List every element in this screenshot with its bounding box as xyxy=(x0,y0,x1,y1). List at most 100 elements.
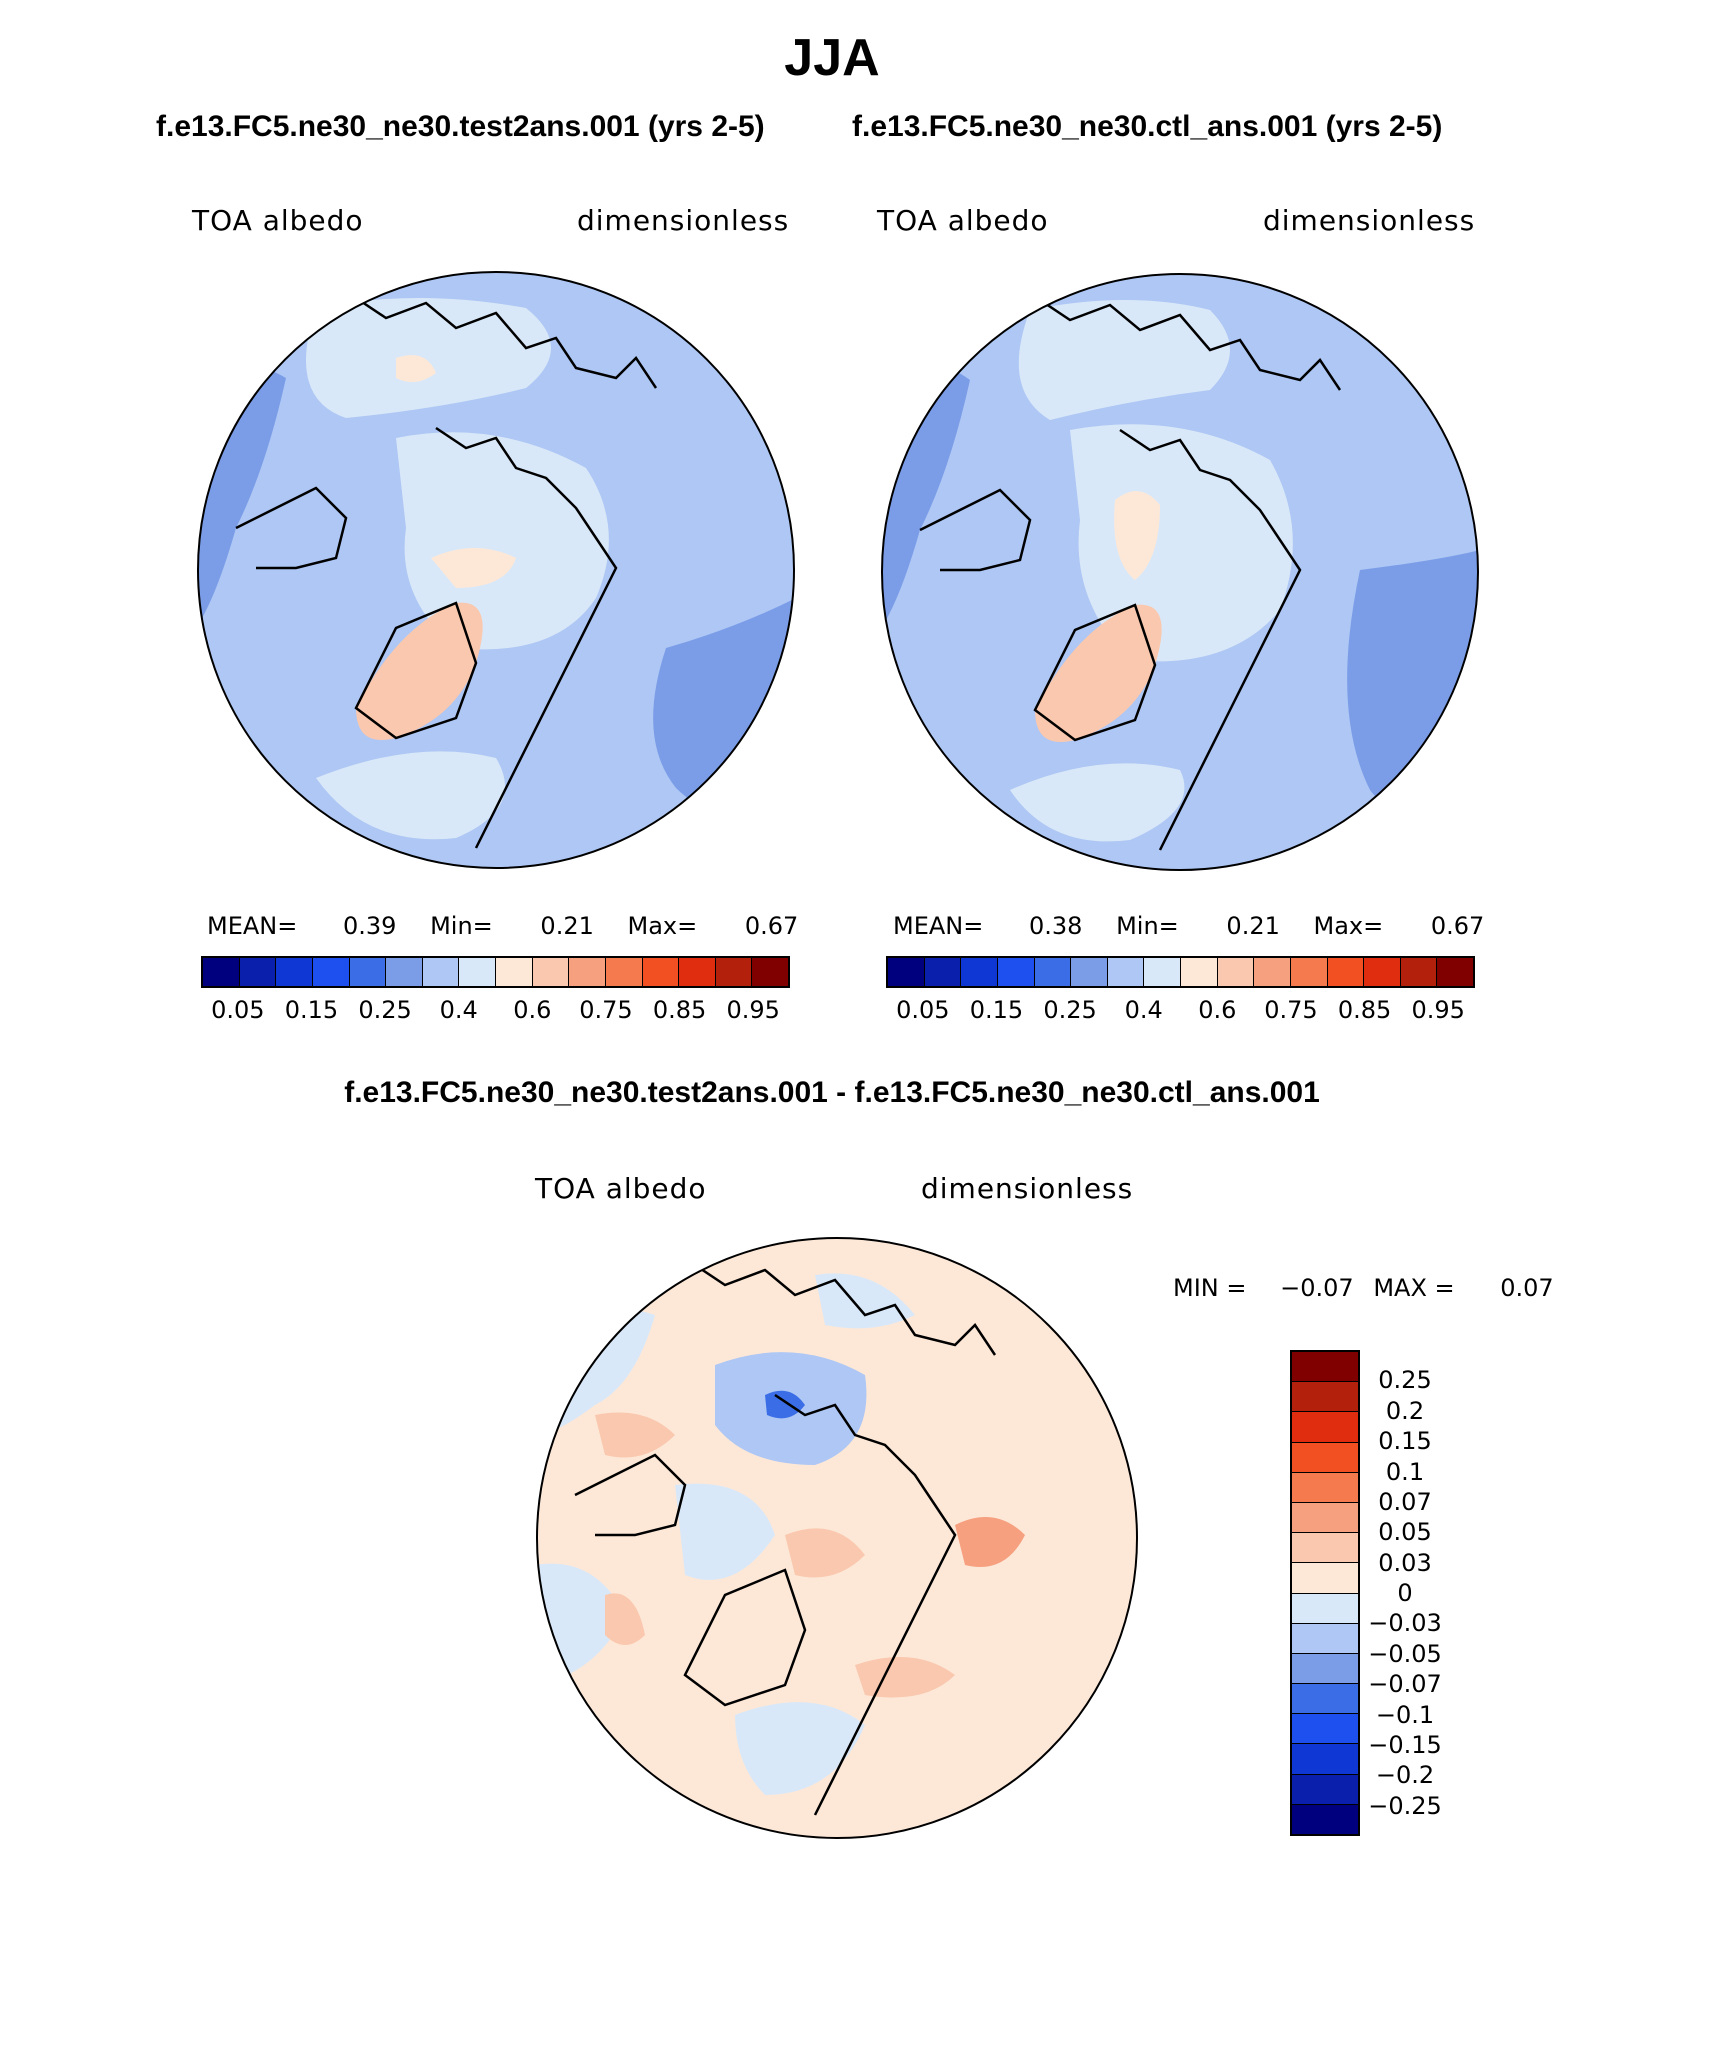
colorbar-swatch xyxy=(888,958,925,986)
colorbar-tick-label: 0.03 xyxy=(1378,1548,1432,1577)
panel3-max-value: 0.07 xyxy=(1500,1274,1554,1302)
colorbar-swatch xyxy=(1292,1744,1358,1775)
control-case-title: f.e13.FC5.ne30_ne30.ctl_ans.001 (yrs 2-5… xyxy=(852,110,1443,143)
panel3-units-label: dimensionless xyxy=(921,1172,1134,1205)
panel3-min-value: −0.07 xyxy=(1280,1274,1354,1302)
panel2-light-region-north xyxy=(1018,300,1230,420)
colorbar-tick-label: 0.05 xyxy=(1378,1518,1432,1547)
colorbar-tick-label: 0.85 xyxy=(1337,996,1392,1024)
colorbar-swatch xyxy=(1292,1533,1358,1564)
colorbar-swatch xyxy=(924,958,962,986)
colorbar-swatch xyxy=(1292,1442,1358,1473)
panel2-coastlines xyxy=(919,298,1342,851)
colorbar-swatch xyxy=(1292,1412,1358,1443)
panel1-pale-orange-region-north xyxy=(396,355,436,382)
colorbar-swatch xyxy=(532,958,570,986)
colorbar-tick-label: −0.05 xyxy=(1368,1639,1442,1668)
colorbar-swatch xyxy=(1292,1684,1358,1715)
panel1-light-region-north xyxy=(306,298,551,418)
colorbar-swatch xyxy=(569,958,606,986)
colorbar-tick-label: 0.6 xyxy=(1198,996,1237,1024)
panel2-greenland-high-albedo xyxy=(1035,604,1162,742)
diff-negative-region-greenland xyxy=(675,1483,775,1580)
panel2-variable-label: TOA albedo xyxy=(877,204,1049,237)
colorbar-swatch xyxy=(1437,958,1473,986)
colorbar-tick-label: 0.75 xyxy=(1264,996,1318,1024)
panel2-min-value: 0.21 xyxy=(1226,912,1280,940)
colorbar-swatch xyxy=(1292,1714,1358,1745)
panel1-stats: MEAN= 0.39 Min= 0.21 Max= 0.67 xyxy=(207,912,798,940)
colorbar-swatch xyxy=(496,958,533,986)
panel2-pale-orange-region xyxy=(1114,491,1160,580)
colorbar-swatch xyxy=(459,958,496,986)
colorbar-swatch xyxy=(1364,958,1401,986)
colorbar-swatch xyxy=(961,958,998,986)
colorbar-tick-label: 0.15 xyxy=(1378,1427,1432,1456)
panel2-units-label: dimensionless xyxy=(1263,204,1476,237)
diff-positive-region-east xyxy=(955,1517,1025,1567)
panel2-colorbar xyxy=(886,956,1475,988)
panel1-mean-value: 0.39 xyxy=(343,912,397,940)
panel3-stats: MIN = −0.07 MAX = 0.07 xyxy=(1173,1274,1554,1302)
colorbar-swatch xyxy=(1327,958,1365,986)
panel1-min-value: 0.21 xyxy=(540,912,594,940)
colorbar-swatch xyxy=(605,958,643,986)
colorbar-swatch xyxy=(1400,958,1438,986)
colorbar-swatch xyxy=(752,958,788,986)
colorbar-tick-label: 0.25 xyxy=(358,996,412,1024)
colorbar-tick-label: 0.1 xyxy=(1385,1457,1425,1486)
colorbar-tick-label: 0.95 xyxy=(726,996,780,1024)
panel2-map-boundary xyxy=(881,273,1479,871)
panel2-stats: MEAN= 0.38 Min= 0.21 Max= 0.67 xyxy=(893,912,1484,940)
colorbar-tick-label: −0.1 xyxy=(1375,1700,1435,1729)
panel1-light-region-south xyxy=(316,751,505,840)
colorbar-tick-label: 0.25 xyxy=(1378,1366,1432,1395)
panel3-max-label: MAX = xyxy=(1373,1274,1455,1302)
colorbar-swatch xyxy=(1292,1653,1358,1685)
colorbar-swatch xyxy=(276,958,313,986)
difference-colorbar xyxy=(1290,1350,1360,1836)
colorbar-swatch xyxy=(1292,1774,1358,1805)
colorbar-swatch xyxy=(1217,958,1255,986)
panel1-variable-label: TOA albedo xyxy=(192,204,364,237)
colorbar-tick-label: 0.05 xyxy=(211,996,265,1024)
colorbar-swatch xyxy=(1071,958,1108,986)
diff-positive-region-southwest xyxy=(605,1593,645,1645)
colorbar-tick-label: −0.07 xyxy=(1368,1670,1442,1699)
panel1-arctic-light-region xyxy=(396,432,609,650)
panel1-pale-orange-region xyxy=(431,548,516,588)
colorbar-swatch xyxy=(422,958,460,986)
panel2-light-region-south xyxy=(1010,763,1185,842)
colorbar-swatch xyxy=(997,958,1035,986)
colorbar-swatch xyxy=(386,958,423,986)
panel1-polar-map xyxy=(197,271,795,869)
colorbar-tick-label: 0.25 xyxy=(1043,996,1097,1024)
colorbar-tick-label: 0.07 xyxy=(1378,1487,1432,1516)
panel1-colorbar xyxy=(201,956,790,988)
panel1-coastlines xyxy=(235,296,658,849)
colorbar-tick-label: 0.95 xyxy=(1411,996,1465,1024)
colorbar-tick-label: 0.15 xyxy=(969,996,1024,1024)
colorbar-swatch xyxy=(1292,1472,1358,1503)
colorbar-tick-label: 0 xyxy=(1397,1579,1413,1607)
panel2-max-label: Max= xyxy=(1313,912,1384,940)
difference-title: f.e13.FC5.ne30_ne30.test2ans.001 - f.e13… xyxy=(344,1076,1320,1109)
colorbar-swatch xyxy=(349,958,387,986)
test-case-title: f.e13.FC5.ne30_ne30.test2ans.001 (yrs 2-… xyxy=(156,110,765,143)
panel2-mean-value: 0.38 xyxy=(1029,912,1083,940)
colorbar-tick-label: 0.2 xyxy=(1385,1396,1425,1425)
colorbar-swatch xyxy=(1034,958,1072,986)
panel2-mean-label: MEAN= xyxy=(893,912,984,940)
panel2-min-label: Min= xyxy=(1116,912,1179,940)
panel2-colorbar-labels: 0.05 0.15 0.25 0.4 0.6 0.75 0.85 0.95 xyxy=(886,996,1475,1026)
panel2-arctic-light-region xyxy=(1070,424,1293,662)
panel1-greenland-high-albedo xyxy=(356,602,483,740)
colorbar-tick-label: 0.4 xyxy=(439,996,478,1024)
colorbar-swatch xyxy=(1292,1804,1358,1834)
diff-coastlines xyxy=(574,1263,997,1816)
season-title: JJA xyxy=(784,29,880,87)
colorbar-swatch xyxy=(1292,1352,1358,1383)
colorbar-tick-label: −0.15 xyxy=(1368,1730,1442,1759)
panel2-max-value: 0.67 xyxy=(1430,912,1485,940)
diff-strong-negative-spot xyxy=(765,1390,805,1419)
